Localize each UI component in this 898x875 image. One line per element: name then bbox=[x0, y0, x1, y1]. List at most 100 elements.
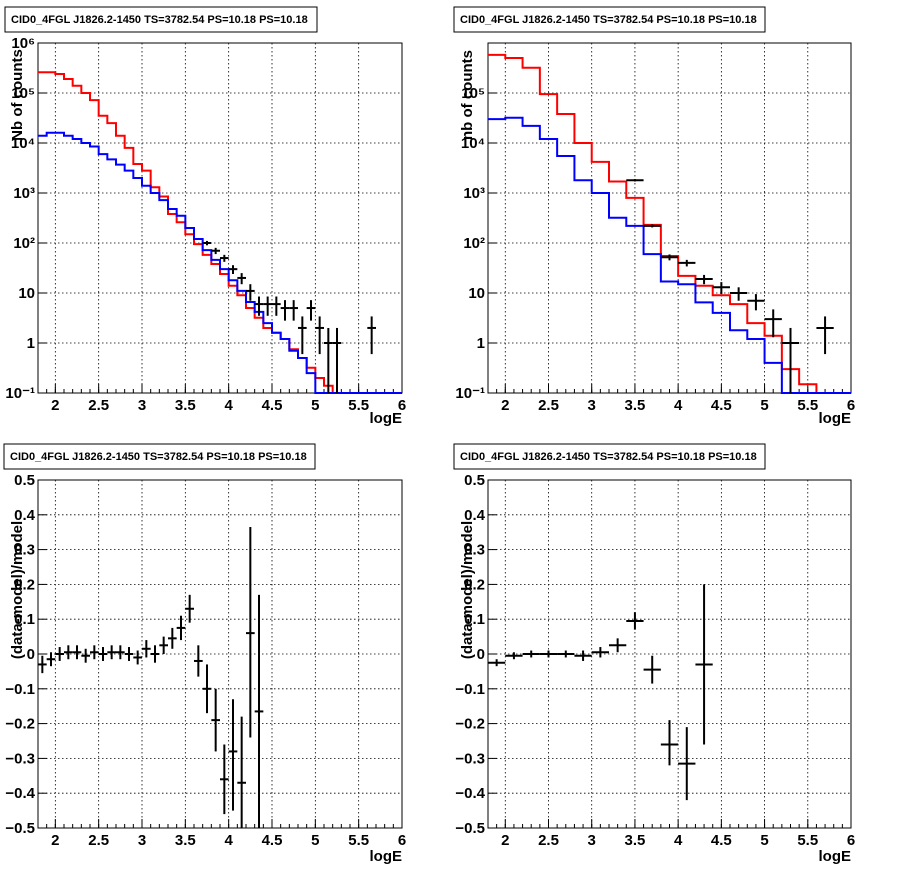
chart-title: CID0_4FGL J1826.2-1450 TS=3782.54 PS=10.… bbox=[11, 14, 308, 26]
y-tick-label: 0.5 bbox=[14, 472, 35, 489]
x-tick-label: 5 bbox=[311, 832, 319, 849]
y-tick-label: −0.2 bbox=[455, 716, 485, 733]
x-tick-label: 2 bbox=[501, 832, 509, 849]
x-tick-label: 3 bbox=[588, 397, 596, 414]
y-tick-label: 0.1 bbox=[464, 611, 485, 628]
y-tick-label: 10² bbox=[13, 235, 35, 252]
x-tick-label: 5.5 bbox=[797, 832, 818, 849]
x-tick-label: 3.5 bbox=[624, 832, 645, 849]
y-tick-label: 1 bbox=[477, 335, 485, 352]
y-tick-label: 10⁵ bbox=[11, 85, 35, 102]
x-tick-label: 2 bbox=[501, 397, 509, 414]
panel-spectrum-right: CID0_4FGL J1826.2-1450 TS=3782.54 PS=10.… bbox=[453, 6, 855, 427]
y-tick-label: 0.1 bbox=[14, 611, 35, 628]
y-tick-label: −0.4 bbox=[5, 785, 35, 802]
model-component-histogram bbox=[488, 116, 851, 394]
y-tick-label: 10⁴ bbox=[11, 135, 35, 152]
x-tick-label: 4.5 bbox=[711, 832, 732, 849]
x-tick-label: 3.5 bbox=[624, 397, 645, 414]
plot-frame bbox=[37, 42, 403, 394]
x-tick-label: 3.5 bbox=[175, 397, 196, 414]
title-frame bbox=[453, 6, 766, 33]
y-tick-label: 0.2 bbox=[464, 576, 485, 593]
x-tick-label: 3 bbox=[138, 397, 146, 414]
x-tick-label: 3 bbox=[588, 832, 596, 849]
y-tick-label: 0.5 bbox=[464, 472, 485, 489]
y-tick-label: 10⁵ bbox=[461, 85, 485, 102]
title-box: CID0_4FGL J1826.2-1450 TS=3782.54 PS=10.… bbox=[3, 443, 316, 470]
y-tick-label: 0 bbox=[477, 646, 485, 663]
data-points bbox=[202, 240, 376, 393]
title-frame bbox=[3, 443, 316, 470]
y-tick-label: −0.5 bbox=[455, 820, 485, 837]
y-tick-label: 10 bbox=[18, 285, 35, 302]
x-tick-label: 2.5 bbox=[88, 832, 109, 849]
model-total-histogram bbox=[38, 71, 402, 394]
y-tick-label: 10² bbox=[463, 235, 485, 252]
title-box: CID0_4FGL J1826.2-1450 TS=3782.54 PS=10.… bbox=[453, 443, 766, 470]
y-tick-label: 10³ bbox=[13, 185, 35, 202]
y-axis-title: (data-model)/model bbox=[9, 521, 26, 659]
x-axis-title: logE bbox=[819, 410, 852, 427]
x-axis-title: logE bbox=[370, 848, 403, 865]
x-tick-label: 2.5 bbox=[538, 832, 559, 849]
y-tick-label: −0.3 bbox=[455, 750, 485, 767]
x-tick-label: 4 bbox=[674, 832, 683, 849]
x-tick-label: 6 bbox=[847, 832, 855, 849]
x-tick-label: 5.5 bbox=[348, 832, 369, 849]
y-tick-label: −0.2 bbox=[5, 716, 35, 733]
x-tick-label: 6 bbox=[847, 397, 855, 414]
grid-lines bbox=[488, 43, 851, 393]
x-tick-label: 3 bbox=[138, 832, 146, 849]
x-tick-label: 2.5 bbox=[88, 397, 109, 414]
y-tick-label: 0.3 bbox=[464, 542, 485, 559]
y-tick-label: 10⁻¹ bbox=[455, 385, 485, 402]
title-box: CID0_4FGL J1826.2-1450 TS=3782.54 PS=10.… bbox=[453, 6, 766, 33]
y-axis-title: nb of counts bbox=[459, 50, 476, 140]
x-tick-label: 6 bbox=[398, 397, 406, 414]
plot-frame bbox=[487, 42, 852, 394]
chart-title: CID0_4FGL J1826.2-1450 TS=3782.54 PS=10.… bbox=[10, 451, 307, 463]
panel-residual-left: CID0_4FGL J1826.2-1450 TS=3782.54 PS=10.… bbox=[3, 443, 406, 865]
y-axis-title: (data-model)/model bbox=[459, 521, 476, 659]
y-tick-label: 0.2 bbox=[14, 576, 35, 593]
title-frame bbox=[453, 443, 766, 470]
x-tick-label: 4.5 bbox=[262, 832, 283, 849]
grid-lines bbox=[38, 480, 402, 828]
y-axis-title: Nb of counts bbox=[9, 49, 26, 141]
y-tick-label: −0.4 bbox=[455, 785, 485, 802]
y-tick-label: −0.5 bbox=[5, 820, 35, 837]
y-tick-label: −0.1 bbox=[455, 681, 485, 698]
x-tick-label: 5.5 bbox=[348, 397, 369, 414]
data-points bbox=[488, 584, 713, 801]
x-tick-label: 4 bbox=[224, 832, 233, 849]
x-axis-title: logE bbox=[370, 410, 403, 427]
x-tick-label: 4 bbox=[674, 397, 683, 414]
title-frame bbox=[4, 6, 318, 33]
title-box: CID0_4FGL J1826.2-1450 TS=3782.54 PS=10.… bbox=[4, 6, 318, 33]
data-points bbox=[38, 526, 264, 828]
model-component-histogram bbox=[38, 131, 402, 394]
x-tick-label: 4.5 bbox=[262, 397, 283, 414]
grid-lines bbox=[38, 43, 402, 393]
x-tick-label: 2 bbox=[51, 832, 59, 849]
x-axis-title: logE bbox=[819, 848, 852, 865]
y-tick-label: 1 bbox=[27, 335, 35, 352]
panel-spectrum-left: CID0_4FGL J1826.2-1450 TS=3782.54 PS=10.… bbox=[4, 6, 406, 427]
y-tick-label: 10⁶ bbox=[11, 35, 35, 52]
chart-title: CID0_4FGL J1826.2-1450 TS=3782.54 PS=10.… bbox=[460, 14, 757, 26]
x-tick-label: 4.5 bbox=[711, 397, 732, 414]
x-tick-label: 5 bbox=[311, 397, 319, 414]
y-tick-label: 0.4 bbox=[464, 507, 486, 524]
x-tick-label: 6 bbox=[398, 832, 406, 849]
chart-title: CID0_4FGL J1826.2-1450 TS=3782.54 PS=10.… bbox=[460, 451, 757, 463]
y-tick-label: 0.4 bbox=[14, 507, 36, 524]
y-tick-label: 10⁴ bbox=[461, 135, 485, 152]
x-tick-label: 3.5 bbox=[175, 832, 196, 849]
x-tick-label: 2.5 bbox=[538, 397, 559, 414]
y-tick-label: 10⁻¹ bbox=[5, 385, 35, 402]
y-tick-label: 0.3 bbox=[14, 542, 35, 559]
y-tick-label: −0.3 bbox=[5, 750, 35, 767]
x-tick-label: 5 bbox=[760, 832, 768, 849]
